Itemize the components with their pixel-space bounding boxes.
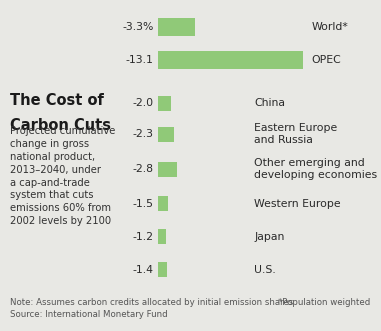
Text: The Cost of: The Cost of	[10, 93, 103, 108]
Text: Western Europe: Western Europe	[254, 199, 341, 209]
Bar	[158, 262, 168, 277]
Text: -2.0: -2.0	[133, 98, 154, 108]
Bar	[158, 162, 177, 177]
Text: Note: Assumes carbon credits allocated by initial emission shares: Note: Assumes carbon credits allocated b…	[10, 298, 293, 307]
Text: Eastern Europe
and Russia: Eastern Europe and Russia	[254, 123, 338, 145]
Text: Source: International Monetary Fund: Source: International Monetary Fund	[10, 310, 167, 319]
Bar	[158, 229, 166, 244]
Text: World*: World*	[311, 22, 348, 32]
Bar	[158, 96, 171, 111]
Text: -13.1: -13.1	[126, 55, 154, 65]
Bar	[158, 127, 173, 142]
Text: -1.5: -1.5	[133, 199, 154, 209]
Text: Carbon Cuts: Carbon Cuts	[10, 118, 110, 132]
Text: OPEC: OPEC	[311, 55, 341, 65]
Bar	[158, 18, 195, 36]
Text: Projected cumulative
change in gross
national product,
2013–2040, under
a cap-an: Projected cumulative change in gross nat…	[10, 126, 115, 226]
Text: -2.8: -2.8	[133, 165, 154, 174]
Text: -2.3: -2.3	[133, 129, 154, 139]
Text: China: China	[254, 98, 285, 108]
Bar	[158, 196, 168, 211]
Bar	[158, 51, 303, 69]
Text: Japan: Japan	[254, 232, 285, 242]
Text: *Population weighted: *Population weighted	[278, 298, 370, 307]
Text: Other emerging and
developing economies: Other emerging and developing economies	[254, 159, 377, 180]
Text: -1.4: -1.4	[133, 265, 154, 275]
Text: -1.2: -1.2	[133, 232, 154, 242]
Text: U.S.: U.S.	[254, 265, 276, 275]
Text: -3.3%: -3.3%	[122, 22, 154, 32]
